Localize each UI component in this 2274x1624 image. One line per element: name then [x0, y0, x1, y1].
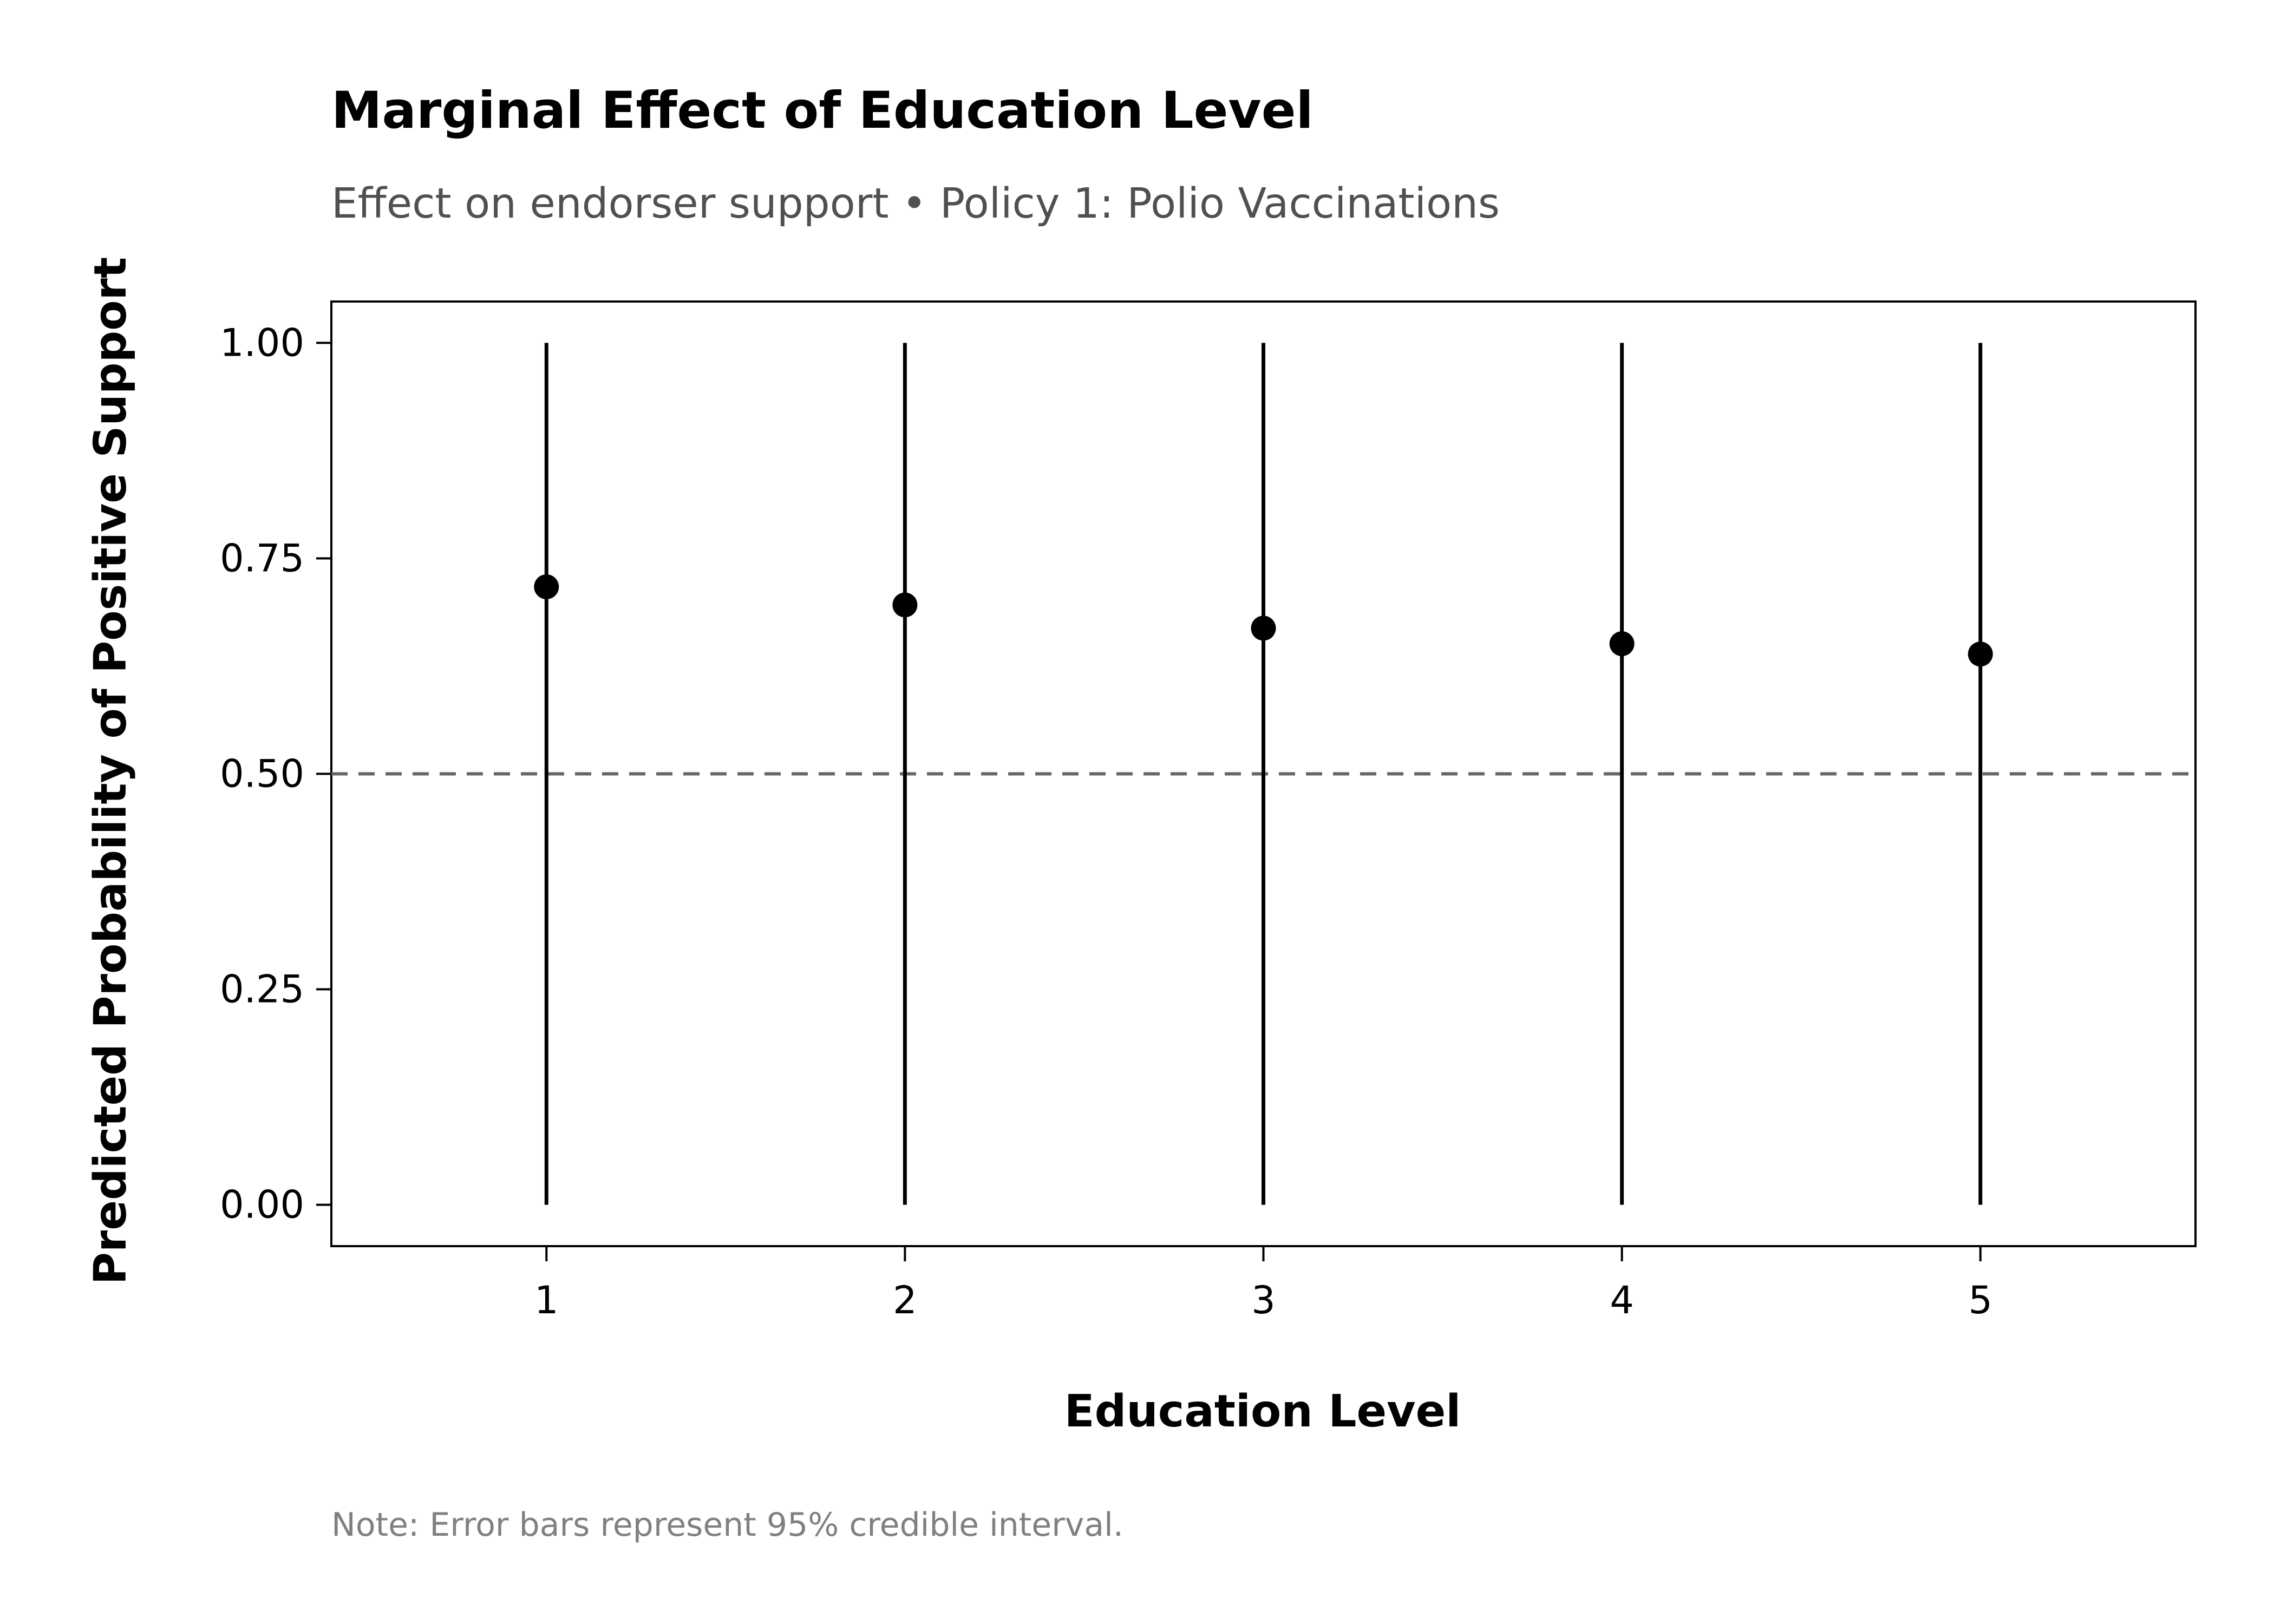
x-tick-label: 4: [1610, 1278, 1634, 1322]
x-axis-label: Education Level: [1064, 1386, 1461, 1437]
chart-subtitle: Effect on endorser support • Policy 1: P…: [331, 180, 1500, 228]
data-point: [892, 592, 918, 618]
chart-note: Note: Error bars represent 95% credible …: [331, 1506, 1123, 1544]
plot-area: 0.00 0.25 0.50 0.75 1.00 1 2 3 4 5: [220, 300, 2197, 1322]
y-tick-label: 1.00: [220, 320, 304, 365]
chart-title: Marginal Effect of Education Level: [331, 81, 1314, 140]
y-tick-label: 0.50: [220, 752, 304, 796]
data-point: [1609, 631, 1635, 657]
y-tick-label: 0.75: [220, 536, 304, 580]
data-point: [1251, 615, 1276, 641]
x-tick-label: 2: [893, 1278, 917, 1322]
data-point: [534, 574, 559, 600]
x-tick-label: 3: [1251, 1278, 1276, 1322]
y-axis-label: Predicted Probability of Positive Suppor…: [85, 257, 136, 1285]
y-tick-label: 0.00: [220, 1183, 304, 1227]
data-point: [1968, 641, 1993, 667]
x-tick-label: 5: [1968, 1278, 1992, 1322]
x-tick-label: 1: [534, 1278, 559, 1322]
y-tick-label: 0.25: [220, 967, 304, 1012]
